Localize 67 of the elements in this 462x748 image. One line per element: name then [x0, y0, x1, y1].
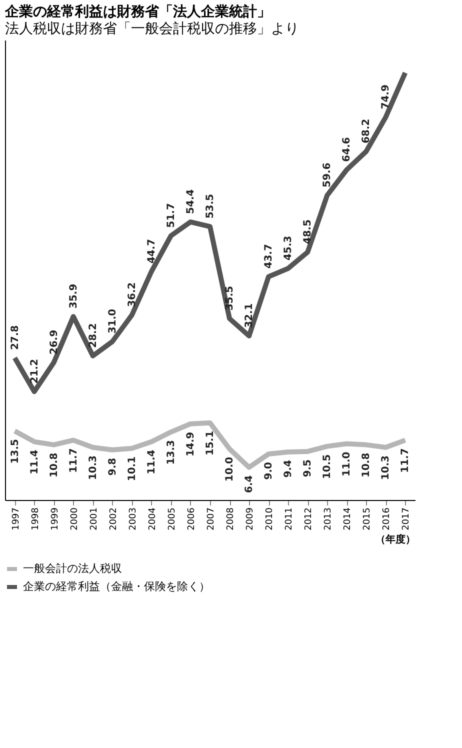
data-label: 13.5: [10, 438, 21, 464]
data-label: 26.9: [48, 330, 60, 355]
x-tick-label: 2011: [284, 508, 295, 530]
x-tick-label: 2004: [148, 507, 158, 530]
data-label: 9.8: [107, 458, 118, 476]
data-label: 10.5: [322, 454, 334, 480]
x-tick-label: 2016: [382, 507, 392, 530]
data-label: 11.0: [342, 452, 353, 476]
data-label: 10.8: [361, 452, 372, 478]
x-tick-label: 2002: [108, 508, 119, 530]
x-tick-label: 2009: [246, 507, 256, 530]
data-label: 10.0: [224, 456, 236, 482]
data-label: 11.4: [146, 450, 158, 474]
x-tick-label: 2001: [89, 508, 100, 530]
data-label: 21.2: [29, 358, 40, 384]
data-label: 35.9: [68, 284, 80, 309]
legend-label: 企業の経常利益（金融・保険を除く）: [23, 580, 210, 593]
x-tick-label: 2008: [226, 507, 236, 530]
x-tick-label: 2003: [128, 508, 138, 530]
x-tick-label: 2014: [343, 507, 354, 530]
data-label: 9.4: [283, 460, 294, 478]
data-label: 9.5: [302, 459, 314, 478]
data-label: 11.7: [400, 448, 412, 473]
data-label: 11.4: [29, 450, 40, 474]
data-label: 53.5: [205, 194, 216, 219]
data-label: 64.6: [342, 137, 353, 162]
data-label: 36.2: [126, 282, 138, 307]
data-label: 43.7: [264, 244, 275, 269]
x-tick-label: 2005: [167, 508, 178, 530]
data-label: 51.7: [166, 203, 177, 228]
data-label: 6.4: [244, 475, 256, 494]
x-tick-label: 2010: [265, 507, 276, 530]
chart-title: 企業の経常利益は財務省「法人企業統計」: [4, 4, 271, 20]
data-label: 13.3: [166, 440, 177, 465]
data-label: 54.4: [185, 189, 196, 214]
data-label: 10.3: [380, 455, 392, 480]
data-label: 68.2: [361, 118, 372, 144]
x-tick-label: 2012: [304, 508, 314, 530]
data-label: 32.1: [244, 303, 256, 328]
data-label: 45.3: [283, 236, 294, 260]
data-label: 15.1: [205, 430, 216, 456]
data-label: 28.2: [88, 323, 99, 348]
data-label: 10.3: [88, 455, 99, 480]
x-tick-label: 2013: [324, 508, 334, 530]
data-label: 35.5: [224, 286, 236, 311]
data-label: 14.9: [185, 432, 196, 457]
data-label: 59.6: [322, 162, 334, 188]
data-label: 44.7: [146, 238, 158, 264]
data-label: 27.8: [10, 325, 21, 350]
x-tick-label: 2007: [206, 508, 216, 530]
x-tick-label: 2000: [70, 507, 80, 530]
data-label: 74.9: [380, 84, 392, 110]
x-tick-label: 2006: [186, 507, 197, 530]
x-tick-label: 1998: [30, 507, 41, 530]
data-label: 10.1: [126, 456, 138, 482]
x-axis-title: （年度）: [376, 533, 416, 546]
legend-label: 一般会計の法人税収: [23, 562, 122, 575]
data-label: 9.0: [264, 462, 275, 480]
data-label: 48.5: [302, 219, 314, 244]
x-tick-label: 2017: [402, 508, 412, 530]
x-tick-label: 1997: [11, 508, 22, 530]
data-label: 10.8: [48, 452, 60, 478]
data-label: 11.7: [68, 448, 80, 473]
x-tick-label: 1999: [50, 507, 60, 530]
chart-subtitle: 法人税収は財務省「一般会計税収の推移」より: [5, 21, 299, 37]
x-tick-label: 2015: [362, 508, 373, 530]
data-label: 31.0: [107, 308, 118, 334]
